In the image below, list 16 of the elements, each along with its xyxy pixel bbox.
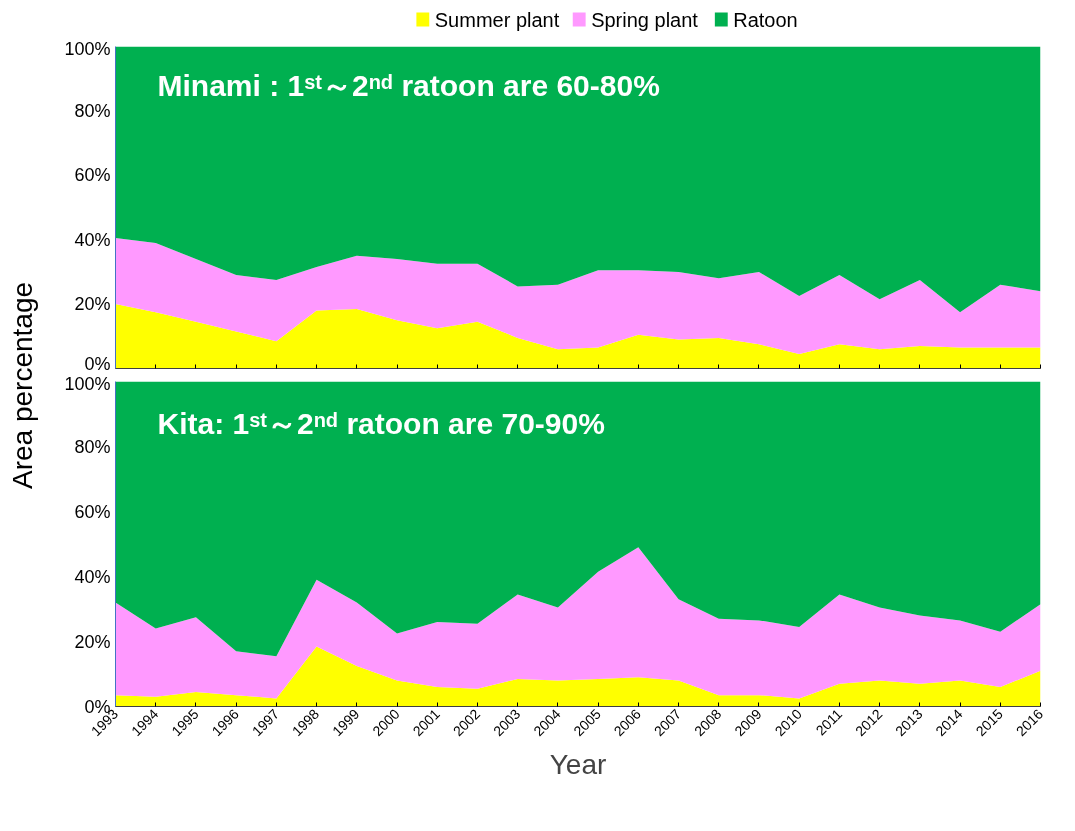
y-tick-label: 100% [64, 373, 111, 394]
y-tick-label: 100% [64, 38, 111, 59]
y-tick-label: 20% [74, 631, 111, 652]
legend-label: Summer plant [434, 8, 560, 31]
y-tick-label: 40% [74, 566, 111, 587]
y-tick-label: 80% [74, 436, 111, 457]
y-tick-label: 40% [74, 229, 111, 250]
y-tick-label: 0% [84, 353, 111, 374]
legend-label: Spring plant [591, 8, 699, 31]
y-tick-label: 60% [74, 165, 111, 186]
y-tick-label: 80% [74, 100, 111, 121]
y-tick-label: 60% [74, 501, 111, 522]
legend-label: Ratoon [733, 8, 798, 31]
y-tick-label: 20% [74, 294, 111, 315]
x-axis-title: Year [549, 748, 607, 780]
y-axis-title: Area percentage [5, 281, 39, 489]
